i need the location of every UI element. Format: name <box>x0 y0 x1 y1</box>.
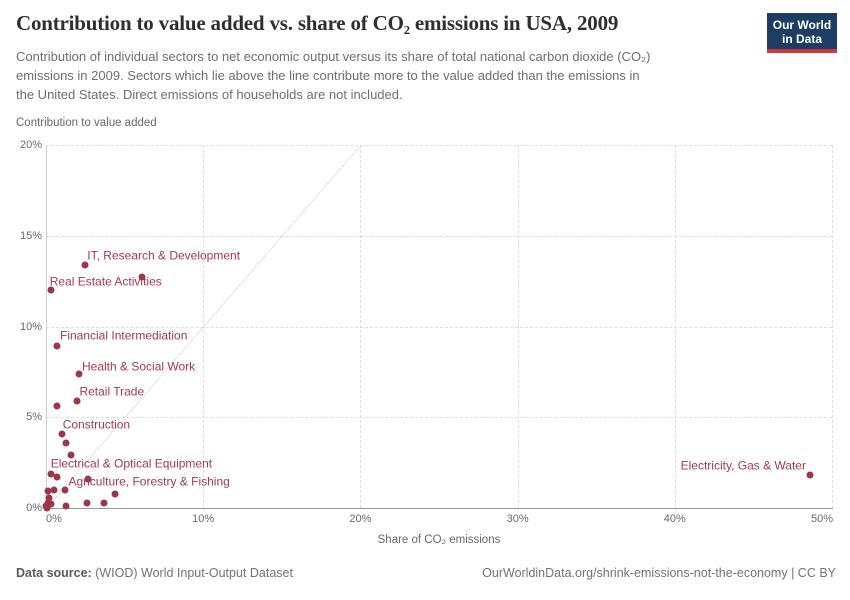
data-point[interactable] <box>62 439 70 447</box>
x-tick-label: 0% <box>46 513 62 525</box>
chart-title: Contribution to value added vs. share of… <box>16 11 619 35</box>
x-tick-label: 40% <box>663 513 686 525</box>
owid-logo-line2: in Data <box>781 32 822 46</box>
point-label[interactable]: Real Estate Activities <box>49 274 162 289</box>
x-gridline <box>674 145 676 508</box>
chart-subtitle: Contribution of individual sectors to ne… <box>16 47 756 104</box>
x-tick-label: 20% <box>349 513 372 525</box>
data-point[interactable] <box>50 486 58 494</box>
data-point[interactable] <box>53 402 61 410</box>
y-tick-label: 5% <box>26 411 42 424</box>
data-point[interactable] <box>806 471 814 479</box>
data-point[interactable] <box>47 470 55 477</box>
data-point[interactable] <box>73 397 81 405</box>
attribution: OurWorldinData.org/shrink-emissions-not-… <box>482 566 836 580</box>
data-point[interactable] <box>47 500 55 508</box>
y-axis-title: Contribution to value added <box>16 117 157 129</box>
x-tick-label: 10% <box>192 513 215 525</box>
y-gridline <box>46 235 832 237</box>
point-label[interactable]: IT, Research & Development <box>87 248 241 263</box>
point-label[interactable]: Agriculture, Forestry & Fishing <box>68 474 230 489</box>
x-gridline <box>517 145 519 508</box>
data-point[interactable] <box>61 486 69 494</box>
data-point[interactable] <box>45 494 53 502</box>
x-axis-line <box>46 508 833 509</box>
data-point[interactable] <box>84 475 92 483</box>
subtitle-line: Contribution of individual sectors to ne… <box>16 49 651 64</box>
y-tick-label: 10% <box>19 320 42 333</box>
data-point[interactable] <box>100 499 108 507</box>
data-point[interactable] <box>53 342 61 350</box>
data-source: Data source: (WIOD) World Input-Output D… <box>16 566 293 580</box>
data-point[interactable] <box>138 273 146 281</box>
y-tick-label: 20% <box>19 139 42 151</box>
owid-logo: Our World in Data <box>767 13 837 53</box>
y-gridline <box>46 145 832 146</box>
x-tick-label: 50% <box>810 513 834 525</box>
x-axis-title: Share of CO₂ emissions <box>377 534 501 546</box>
data-point[interactable] <box>44 487 52 495</box>
data-source-label: Data source: <box>16 566 92 580</box>
point-label[interactable]: Retail Trade <box>79 384 145 399</box>
data-point[interactable] <box>81 261 89 269</box>
data-point[interactable] <box>53 473 61 481</box>
point-label[interactable]: Health & Social Work <box>82 359 196 374</box>
point-label[interactable]: Electrical & Optical Equipment <box>50 456 213 470</box>
data-point[interactable] <box>58 430 66 438</box>
owid-logo-line1: Our World <box>772 18 832 32</box>
point-label[interactable]: Electricity, Gas & Water <box>680 458 806 473</box>
x-gridline <box>832 145 833 508</box>
y-gridline <box>46 417 832 419</box>
data-point[interactable] <box>67 451 75 459</box>
data-point[interactable] <box>111 490 119 498</box>
y-tick-label: 15% <box>19 229 42 242</box>
y-axis-line <box>46 145 47 508</box>
data-source-text: (WIOD) World Input-Output Dataset <box>91 566 293 580</box>
x-gridline <box>203 145 205 508</box>
data-point[interactable] <box>75 370 83 378</box>
data-point[interactable] <box>43 504 51 512</box>
point-label[interactable]: Construction <box>62 417 131 432</box>
point-label[interactable]: Financial Intermediation <box>60 328 188 343</box>
x-tick-label: 30% <box>506 513 529 525</box>
x-gridline <box>360 145 362 508</box>
data-point[interactable] <box>83 499 91 507</box>
y-tick-label: 0% <box>26 502 42 514</box>
subtitle-line: emissions in 2009. Sectors which lie abo… <box>16 68 640 83</box>
subtitle-line: the United States. Direct emissions of h… <box>16 87 403 102</box>
data-point[interactable] <box>47 286 55 294</box>
data-point[interactable] <box>62 502 70 510</box>
y-gridline <box>46 326 832 328</box>
